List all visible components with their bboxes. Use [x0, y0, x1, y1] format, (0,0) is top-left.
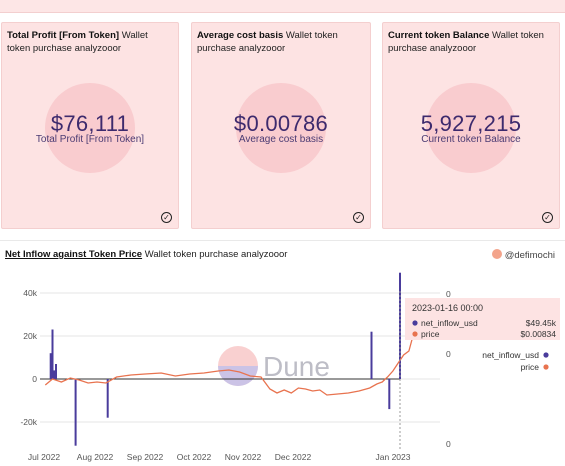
- card-header: Total Profit [From Token] Wallet token p…: [7, 29, 172, 55]
- legend[interactable]: net_inflow_usd price: [482, 350, 549, 372]
- check-icon[interactable]: ✓: [353, 212, 364, 223]
- card-subtitle: Wallet token purchase analyzooor: [7, 30, 148, 54]
- x-tick-label: Jan 2023: [376, 452, 411, 462]
- legend-swatch: [543, 352, 549, 358]
- inflow-bar: [55, 364, 57, 379]
- bar-series: [49, 272, 401, 446]
- counter-backdrop-circle: [45, 83, 135, 173]
- counter-label: Total Profit [From Token]: [35, 134, 145, 145]
- y-tick-label: 40k: [23, 288, 37, 298]
- x-axis-ticks: Jul 2022 Aug 2022 Sep 2022 Oct 2022 Nov 2022…: [28, 452, 411, 462]
- inflow-bar: [49, 353, 52, 379]
- tooltip-series-value: $49.45k: [526, 318, 557, 328]
- counter-backdrop-circle: [426, 83, 516, 173]
- y2-axis-ticks: 0 0 0: [446, 289, 451, 449]
- card-token-balance: Current token Balance Wallet token purch…: [382, 22, 560, 229]
- chart-subtitle: Wallet token purchase analyzooor: [144, 249, 288, 260]
- watermark-logo-bottom: [218, 366, 258, 386]
- author-badge[interactable]: @defimochi: [491, 249, 555, 261]
- legend-swatch: [543, 364, 549, 370]
- x-tick-label: Jul 2022: [28, 452, 60, 462]
- inflow-bar: [399, 272, 401, 379]
- counter-value: 5,927,215: [420, 111, 522, 136]
- card-average-cost: Average cost basis Wallet token purchase…: [191, 22, 371, 229]
- tooltip-box: [405, 298, 560, 340]
- counter-label: Current token Balance: [421, 134, 521, 145]
- chart-title[interactable]: Net Inflow against Token Price: [5, 249, 143, 260]
- counter-backdrop-circle: [236, 83, 326, 173]
- tooltip-series-name: net_inflow_usd: [421, 318, 478, 328]
- tooltip-series-dot: [412, 331, 418, 337]
- card-subtitle: Wallet token purchase analyzooor: [388, 30, 544, 54]
- tooltip-series-dot: [412, 320, 418, 326]
- tooltip-series-value: $0.00834: [521, 329, 557, 339]
- dune-watermark: Dune: [218, 346, 330, 386]
- card-subtitle: Wallet token purchase analyzooor: [197, 30, 338, 54]
- inflow-bar: [51, 329, 54, 379]
- watermark-text: Dune: [263, 351, 330, 382]
- y-tick-label: 0: [32, 374, 37, 384]
- top-panel-strip: [0, 0, 565, 13]
- card-total-profit: Total Profit [From Token] Wallet token p…: [1, 22, 179, 229]
- y-tick-label: -20k: [20, 417, 37, 427]
- card-header: Average cost basis Wallet token purchase…: [197, 29, 364, 55]
- counter-value: $0.00786: [233, 111, 329, 136]
- author-name: @defimochi: [504, 250, 555, 261]
- tooltip-date: 2023-01-16 00:00: [412, 303, 483, 313]
- card-title: Average cost basis: [197, 30, 284, 41]
- x-tick-label: Dec 2022: [275, 452, 312, 462]
- card-header: Current token Balance Wallet token purch…: [388, 29, 553, 55]
- inflow-bar: [53, 370, 56, 379]
- y2-tick-label: 0: [446, 289, 451, 299]
- legend-label[interactable]: net_inflow_usd: [482, 350, 539, 360]
- tooltip-series-name: price: [421, 329, 440, 339]
- chart-header: Net Inflow against Token Price Wallet to…: [5, 249, 287, 260]
- chart-svg[interactable]: Dune 40k 20k 0 -20k 0 0 0 Jul 2022 Aug 2022 Sep…: [0, 241, 565, 466]
- avatar-icon: [491, 249, 502, 259]
- inflow-bar: [388, 379, 391, 410]
- y-tick-label: 20k: [23, 331, 37, 341]
- price-line: [44, 330, 415, 396]
- x-tick-label: Aug 2022: [77, 452, 114, 462]
- counter-label: Average cost basis: [238, 134, 324, 145]
- y-axis-ticks: 40k 20k 0 -20k: [20, 288, 37, 427]
- card-title: Current token Balance: [388, 30, 490, 41]
- x-tick-label: Sep 2022: [127, 452, 164, 462]
- x-tick-label: Oct 2022: [177, 452, 212, 462]
- legend-label[interactable]: price: [521, 362, 540, 372]
- x-tick-label: Nov 2022: [225, 452, 262, 462]
- inflow-bar: [74, 379, 77, 446]
- chart-panel: Net Inflow against Token Price Wallet to…: [0, 240, 565, 466]
- inflow-bar: [370, 331, 373, 379]
- counter-value: $76,111: [50, 111, 130, 136]
- y2-tick-label: 0: [446, 439, 451, 449]
- check-icon[interactable]: ✓: [542, 212, 553, 223]
- tooltip: 2023-01-16 00:00 net_inflow_usd $49.45k …: [405, 298, 560, 340]
- y2-tick-label: 0: [446, 349, 451, 359]
- inflow-bar: [106, 379, 109, 418]
- check-icon[interactable]: ✓: [161, 212, 172, 223]
- card-title: Total Profit [From Token]: [7, 30, 120, 41]
